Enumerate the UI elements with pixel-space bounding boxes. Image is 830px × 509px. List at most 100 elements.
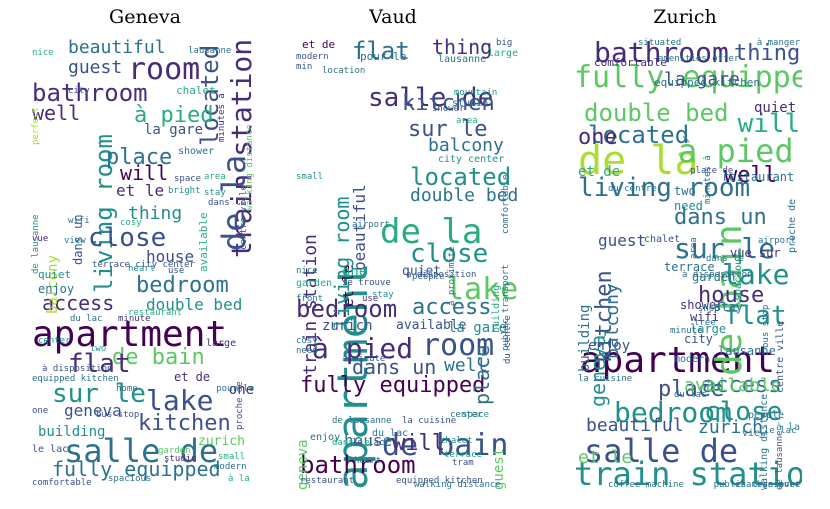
cloud-word: area — [689, 236, 699, 259]
cloud-word: à disposition — [406, 270, 477, 280]
cloud-word: restaurant — [128, 308, 183, 318]
cloud-word: airport — [758, 236, 796, 246]
cloud-word: people — [748, 410, 785, 421]
cloud-word: lausanne — [188, 46, 232, 56]
cloud-word: thing — [432, 35, 493, 59]
cloud-word: apartment — [580, 340, 776, 381]
cloud-word: à pied — [312, 332, 414, 365]
cloud-word: thing — [734, 41, 801, 66]
cloud-word: de bain — [382, 428, 509, 463]
cloud-word: access — [702, 373, 782, 398]
cloud-word: proche de — [235, 380, 245, 430]
cloud-word: need — [296, 346, 318, 356]
cloud-word: fully equipped — [52, 457, 221, 481]
cloud-word: place — [658, 377, 725, 402]
cloud-word: balcony — [428, 135, 504, 156]
cloud-word: chalet — [644, 234, 681, 245]
cloud-word: bedroom — [614, 396, 733, 429]
cloud-word: thing — [128, 203, 183, 224]
panel-title-zurich: Zurich — [653, 6, 717, 28]
cloud-word: à manger — [756, 38, 801, 48]
cloud-word: room — [422, 328, 495, 363]
cloud-word: terrace — [664, 260, 715, 274]
cloud-word: bright — [168, 186, 201, 196]
cloud-word: flat — [352, 37, 410, 65]
cloud-word: de lausanne — [31, 214, 41, 275]
cloud-word: one — [342, 264, 368, 280]
cloud-word: people — [412, 272, 445, 282]
cloud-word: bedroom — [136, 273, 229, 298]
cloud-word: bedroom — [296, 295, 398, 323]
cloud-word: located — [410, 163, 512, 191]
cloud-word: se trouve — [342, 278, 391, 288]
cloud-word: living room — [578, 173, 751, 203]
cloud-word: chalet — [440, 436, 473, 446]
cloud-word: la gare — [448, 320, 508, 336]
cloud-word: sur le — [408, 117, 488, 142]
cloud-word: view — [64, 236, 86, 246]
cloud-word: use — [362, 294, 379, 304]
cloud-word: salle de — [368, 83, 494, 113]
cloud-word: available — [396, 318, 467, 333]
cloud-word: de la — [380, 212, 483, 252]
cloud-word: perfect — [31, 106, 41, 145]
cloud-word: location — [322, 66, 366, 76]
cloud-word: house — [698, 283, 765, 308]
cloud-word: well — [32, 101, 81, 125]
cloud-word: access — [412, 295, 492, 320]
wordcloud-zurich: apartment bathroom fully equipped de la à pi… — [574, 35, 802, 490]
cloud-word: shower — [432, 104, 465, 114]
cloud-word: comfortable — [501, 174, 511, 235]
cloud-word: pour le — [216, 384, 255, 394]
cloud-word: terrace city center — [92, 260, 195, 270]
cloud-word: kitchen — [402, 91, 495, 116]
cloud-word: salle de — [584, 432, 739, 470]
cloud-word: well — [444, 355, 488, 376]
cloud-word: restaurant — [722, 170, 795, 184]
cloud-word: dans un — [674, 205, 767, 230]
cloud-word: modern — [214, 462, 247, 472]
cloud-word: et de — [174, 370, 211, 384]
cloud-word: bathroom — [300, 451, 416, 479]
cloud-word: restaurant — [300, 476, 355, 486]
cloud-word: beautiful — [68, 37, 166, 58]
cloud-word: stay — [204, 188, 226, 198]
cloud-word: double bed — [410, 185, 519, 206]
cloud-word: located — [588, 121, 690, 149]
cloud-word: zurich — [698, 417, 764, 438]
cloud-word: small — [296, 172, 324, 182]
cloud-word: large — [206, 338, 237, 349]
cloud-word: bus stop — [761, 304, 771, 349]
cloud-word: walking distance — [414, 480, 501, 490]
cloud-word: chalet — [176, 84, 216, 97]
cloud-word: double bed — [584, 99, 729, 127]
cloud-word: modern — [296, 52, 329, 62]
cloud-word: public transport — [501, 264, 511, 352]
cloud-word: tree — [694, 318, 716, 328]
cloud-word: le lac — [352, 438, 385, 448]
cloud-word: modern — [674, 354, 711, 365]
cloud-word: dans le — [208, 198, 246, 208]
cloud-word: close — [410, 239, 489, 269]
cloud-word: lake — [446, 272, 519, 307]
cloud-word: à pied — [134, 103, 214, 128]
cloud-word: à disposition — [42, 364, 113, 374]
cloud-word: equipped kitchen — [396, 476, 483, 486]
cloud-word: vue — [32, 234, 49, 244]
cloud-word: area — [204, 172, 226, 182]
cloud-word: well — [724, 163, 777, 188]
cloud-word: building — [577, 304, 593, 373]
cloud-word: la cuisine — [402, 416, 457, 426]
cloud-word: center — [450, 410, 483, 420]
cloud-word: à pied — [678, 132, 794, 170]
cloud-word: will — [392, 431, 445, 456]
cloud-word: et le — [116, 181, 165, 200]
cloud-word: dans le — [706, 254, 744, 264]
cloud-word: dans un — [352, 355, 437, 379]
cloud-word: center — [38, 336, 71, 346]
cloud-word: et le — [578, 447, 633, 468]
cloud-word: le lac — [764, 426, 797, 436]
cloud-word: area — [456, 116, 478, 126]
cloud-word: salle de — [64, 432, 219, 470]
cloud-word: enjoy — [588, 338, 631, 354]
